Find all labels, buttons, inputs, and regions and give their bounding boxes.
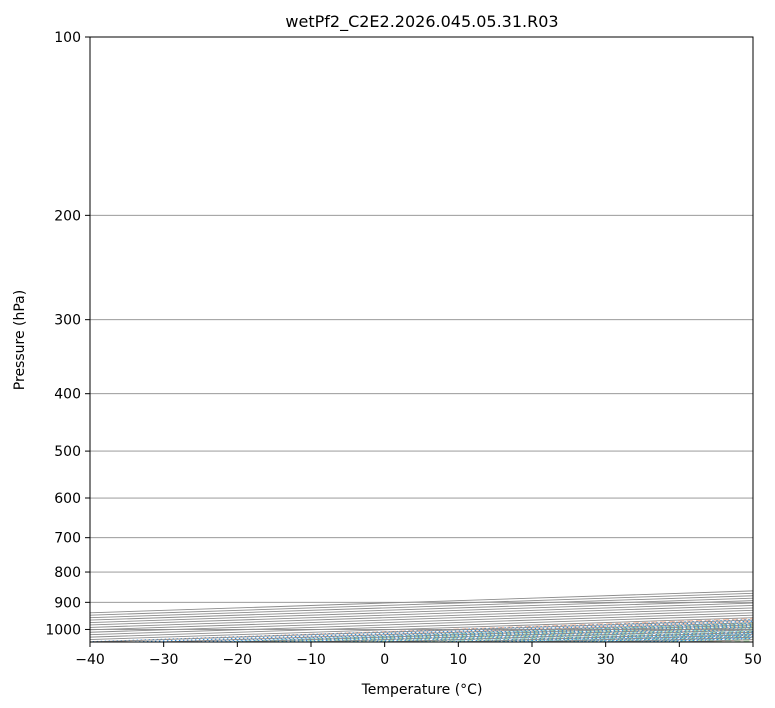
x-tick-label: −10 bbox=[296, 652, 326, 668]
x-tick-label: 40 bbox=[670, 652, 688, 668]
y-tick-label: 200 bbox=[54, 208, 81, 224]
axes: −40 −30 −20 −10 0 10 20 30 40 50 1000 900 800 700 600 5… bbox=[45, 30, 762, 668]
x-tick-label: −30 bbox=[149, 652, 179, 668]
chart-title: wetPf2_C2E2.2026.045.05.31.R03 bbox=[285, 12, 558, 32]
x-axis-label: Temperature (°C) bbox=[361, 682, 483, 698]
y-tick-label: 800 bbox=[54, 565, 81, 581]
plot-area: 0.10.20.40.611.52346810131620253036-100-… bbox=[90, 37, 753, 642]
y-tick-label: 400 bbox=[54, 387, 81, 403]
x-tick-label: 20 bbox=[523, 652, 541, 668]
y-axis-label: Pressure (hPa) bbox=[12, 290, 28, 390]
y-tick-label: 1000 bbox=[45, 622, 81, 638]
y-tick-label: 600 bbox=[54, 491, 81, 507]
y-tick-label: 300 bbox=[54, 313, 81, 329]
y-tick-label: 100 bbox=[54, 30, 81, 46]
x-tick-label: 10 bbox=[449, 652, 467, 668]
x-tick-label: −40 bbox=[75, 652, 105, 668]
isobars bbox=[90, 37, 753, 630]
plot-frame bbox=[89, 36, 754, 643]
x-tick-label: 30 bbox=[597, 652, 615, 668]
y-tick-label: 900 bbox=[54, 595, 81, 611]
x-tick-label: 0 bbox=[380, 652, 389, 668]
y-tick-label: 500 bbox=[54, 444, 81, 460]
x-tick-label: 50 bbox=[744, 652, 762, 668]
x-tick-label: −20 bbox=[223, 652, 253, 668]
y-tick-label: 700 bbox=[54, 531, 81, 547]
